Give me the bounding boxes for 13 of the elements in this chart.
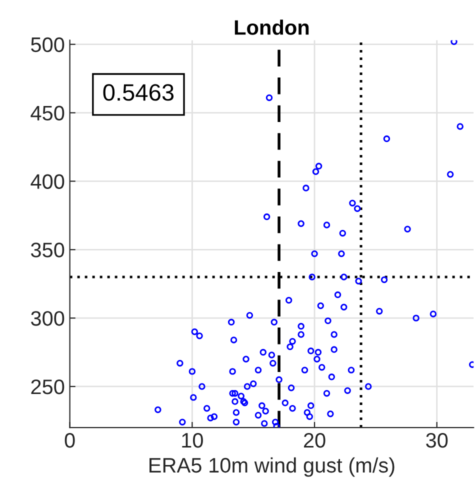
x-axis-title: ERA5 10m wind gust (m/s)	[150, 457, 394, 477]
x-tick-label: 10	[182, 432, 203, 448]
x-tick-label: 20	[304, 432, 326, 448]
x-tick-label: 30	[426, 432, 448, 448]
y-tick-label: 350	[31, 242, 64, 258]
y-tick-label: 500	[31, 37, 64, 52]
annotation: 0.5463	[103, 84, 174, 101]
chart-title: London	[234, 20, 309, 35]
y-tick-label: 450	[30, 106, 64, 121]
y-tick-label: 400	[30, 174, 64, 189]
y-tick-label: 300	[31, 311, 64, 326]
y-tick-label: 250	[31, 379, 64, 394]
x-tick-label: 0	[64, 432, 75, 448]
